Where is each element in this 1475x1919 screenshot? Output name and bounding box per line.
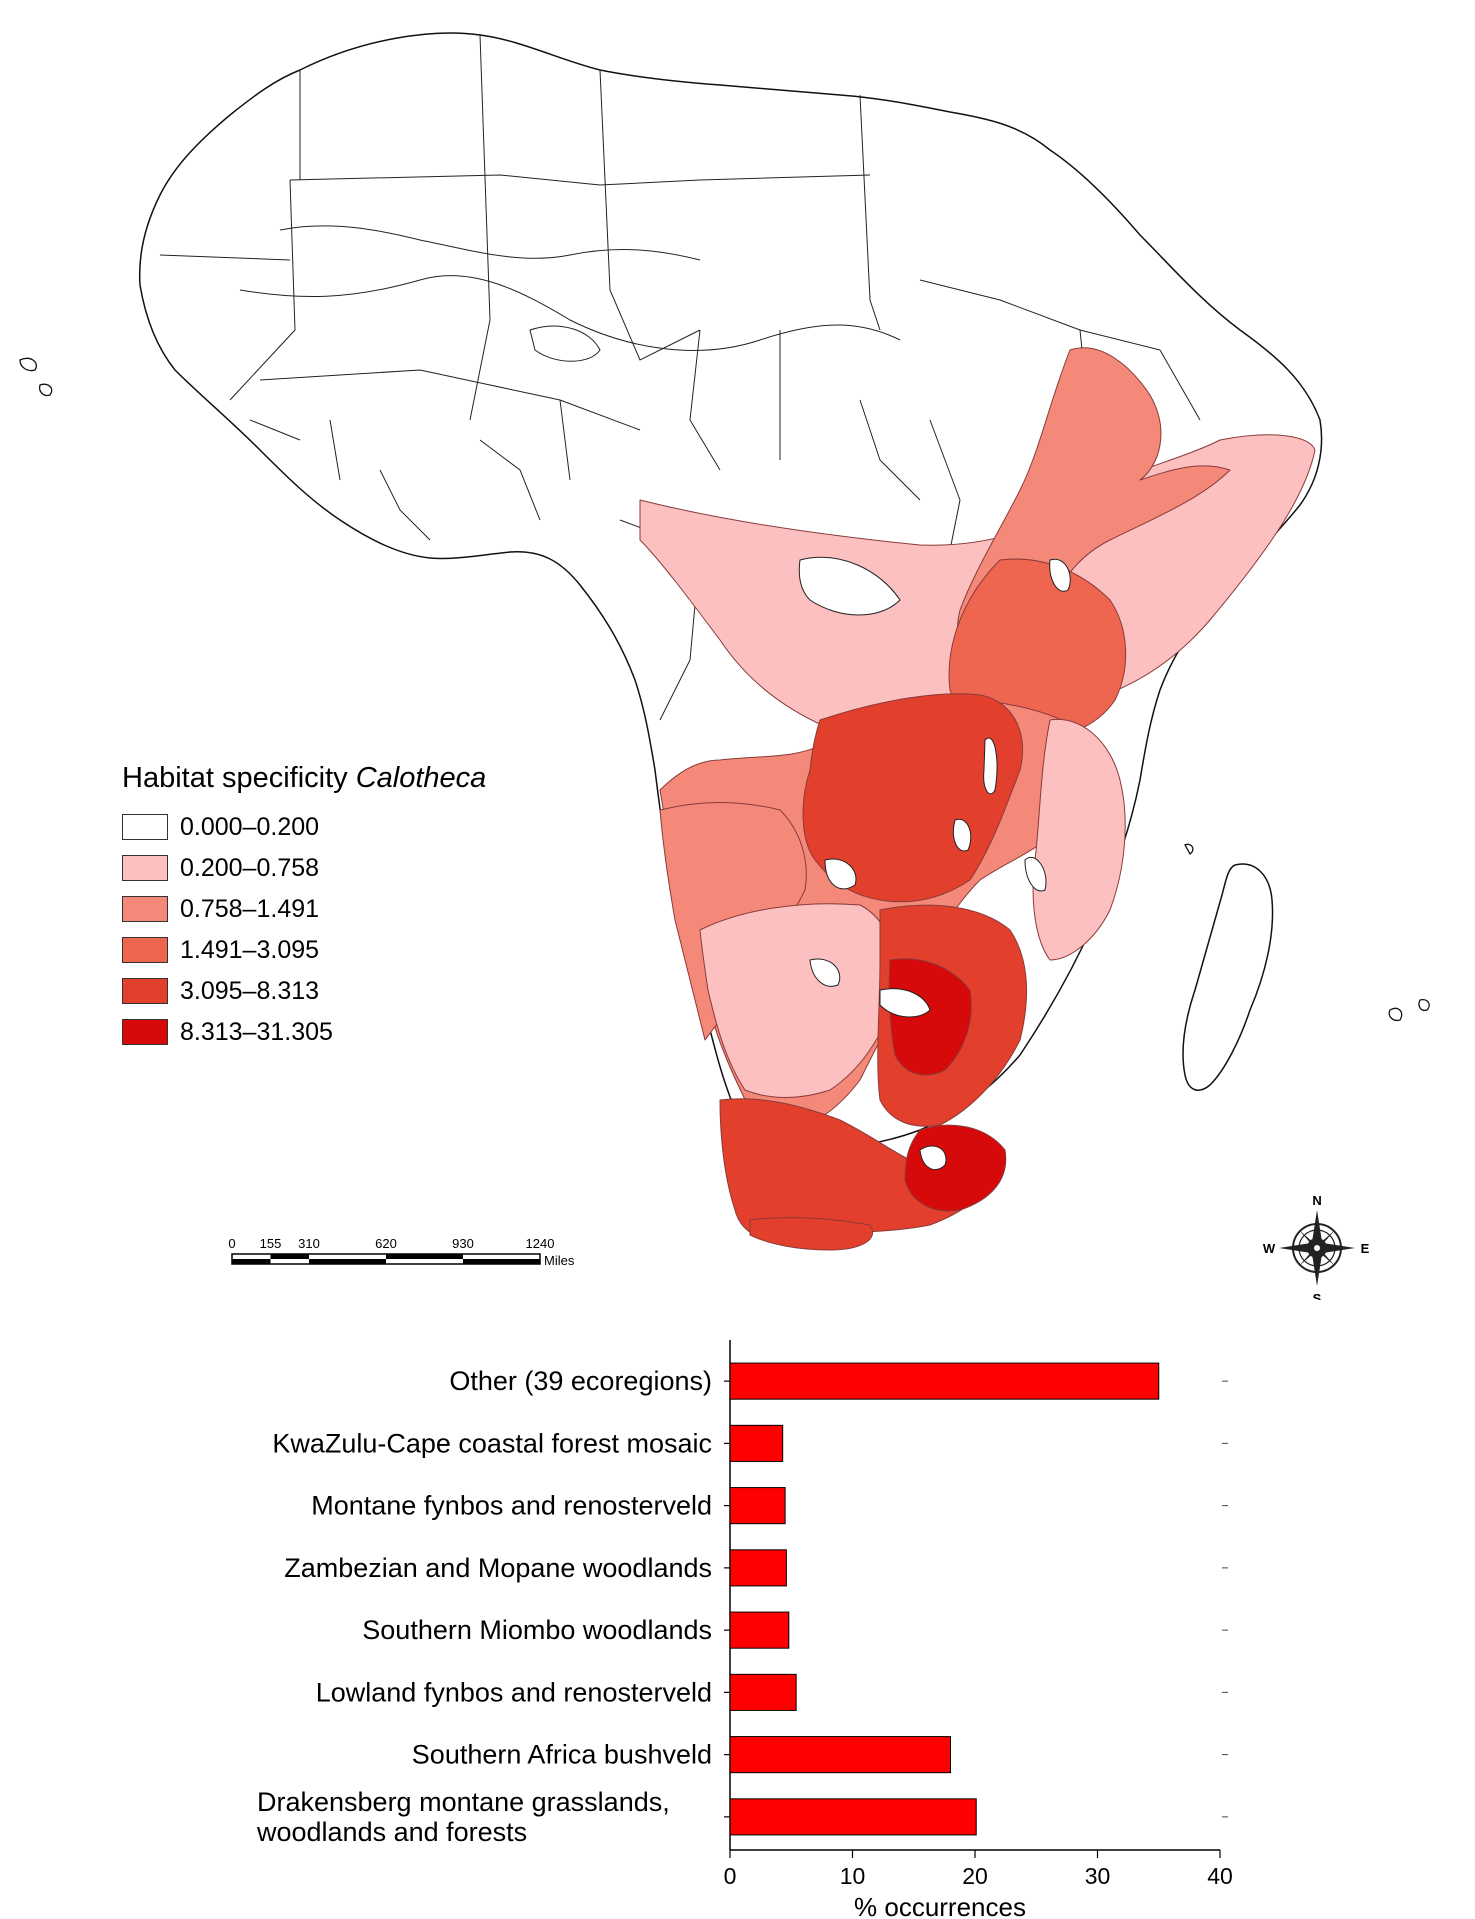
- legend-item: 0.758–1.491: [122, 894, 319, 924]
- compass-s: S: [1313, 1291, 1322, 1300]
- scale-bar-segment: [386, 1254, 463, 1259]
- category-label: Zambezian and Mopane woodlands: [284, 1553, 712, 1583]
- compass-rose: N S E W: [1263, 1193, 1370, 1300]
- x-axis-label: % occurrences: [854, 1892, 1026, 1919]
- category-label: Lowland fynbos and renosterveld: [316, 1677, 712, 1707]
- legend-title-prefix: Habitat specificity: [122, 762, 356, 794]
- legend-swatch: [122, 896, 168, 922]
- bar: [729, 1487, 786, 1525]
- compass-e: E: [1361, 1241, 1370, 1256]
- category-label: KwaZulu-Cape coastal forest mosaic: [272, 1428, 712, 1458]
- category-label: Southern Africa bushveld: [412, 1740, 712, 1770]
- scale-bar-tick-label: 1240: [526, 1236, 555, 1251]
- legend-title: Habitat specificity Calotheca: [122, 762, 486, 795]
- bar-chart: Other (39 ecoregions) KwaZulu-Cape coasta…: [256, 1340, 1233, 1919]
- compass-n: N: [1312, 1193, 1321, 1208]
- legend-title-taxon: Calotheca: [355, 762, 487, 794]
- category-label: Drakensberg montane grasslands, woodlands…: [256, 1787, 670, 1847]
- scale-bar-tick-label: 930: [452, 1236, 474, 1251]
- scale-bar-segment: [309, 1259, 386, 1264]
- lakes-rivers: [529, 325, 1071, 1170]
- legend-label: 1.491–3.095: [180, 935, 320, 964]
- scale-bar-tick-label: 310: [298, 1236, 320, 1251]
- scale-bar-tick-label: 620: [375, 1236, 397, 1251]
- legend-item: 1.491–3.095: [122, 935, 319, 965]
- legend-swatch: [122, 937, 168, 963]
- legend-item: 0.200–0.758: [122, 853, 319, 883]
- legend-item: 0.000–0.200: [122, 812, 319, 842]
- bar: [729, 1424, 784, 1462]
- legend-swatch: [122, 855, 168, 881]
- scale-bar: 0 155 310 620 930 1240 Miles: [228, 1236, 574, 1268]
- legend-swatch: [122, 814, 168, 840]
- compass-w: W: [1263, 1241, 1276, 1256]
- islands: [19, 357, 1430, 1022]
- scale-bar-segment: [232, 1259, 271, 1264]
- africa-map: 0 155 310 620 930 1240 Miles N S E W: [19, 32, 1430, 1300]
- bar: [729, 1549, 787, 1587]
- x-tick-label: 0: [724, 1863, 737, 1889]
- category-label: Other (39 ecoregions): [449, 1366, 712, 1396]
- x-tick-label: 40: [1207, 1863, 1233, 1889]
- x-tick-label: 20: [962, 1863, 988, 1889]
- legend-label: 0.000–0.200: [180, 812, 320, 841]
- scale-bar-segment: [463, 1259, 540, 1264]
- category-label: Montane fynbos and renosterveld: [311, 1491, 712, 1521]
- legend-swatch: [122, 1019, 168, 1045]
- legend-label: 8.313–31.305: [180, 1017, 333, 1046]
- legend-label: 3.095–8.313: [180, 976, 320, 1005]
- bar: [729, 1362, 1160, 1400]
- legend-swatch: [122, 978, 168, 1004]
- scale-bar-tick-label: 0: [228, 1236, 235, 1251]
- x-tick-label: 30: [1085, 1863, 1111, 1889]
- legend-item: 3.095–8.313: [122, 976, 319, 1006]
- scale-bar-tick-label: 155: [260, 1236, 282, 1251]
- category-label: Southern Miombo woodlands: [362, 1615, 712, 1645]
- bar: [729, 1673, 797, 1711]
- bar: [729, 1798, 977, 1836]
- x-tick-label: 10: [840, 1863, 866, 1889]
- bar: [729, 1611, 790, 1649]
- legend-label: 0.200–0.758: [180, 853, 320, 882]
- bar: [729, 1736, 951, 1774]
- legend-item: 8.313–31.305: [122, 1017, 333, 1047]
- scale-bar-segment: [270, 1254, 309, 1259]
- legend-label: 0.758–1.491: [180, 894, 320, 923]
- scale-bar-unit: Miles: [544, 1253, 575, 1268]
